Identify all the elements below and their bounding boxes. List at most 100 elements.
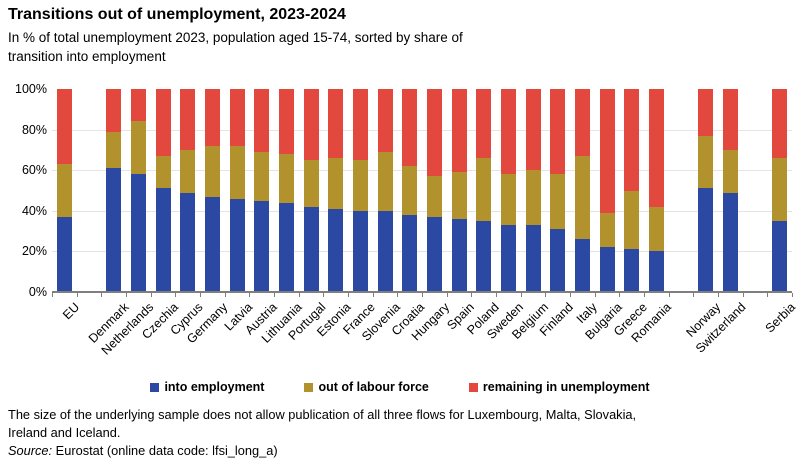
x-axis-tick: [348, 293, 349, 297]
bar-segment-portugal-remaining-in-unemployment: [303, 89, 319, 161]
bar-segment-netherlands-into-employment: [130, 174, 146, 292]
bar-segment-serbia-into-employment: [772, 220, 788, 292]
bar-segment-finland-out-of-labour-force: [550, 174, 566, 230]
bar-segment-serbia-out-of-labour-force: [772, 158, 788, 221]
bar-segment-lithuania-into-employment: [278, 202, 294, 292]
bar-segment-france-into-employment: [352, 210, 368, 292]
x-axis-tick: [742, 293, 744, 297]
x-axis-label-serbia: Serbia: [762, 300, 798, 336]
legend-label: out of labour force: [318, 380, 429, 394]
x-axis-tick: [668, 293, 670, 297]
x-axis-tick: [545, 293, 547, 297]
bar-segment-romania-remaining-in-unemployment: [648, 89, 664, 207]
legend-swatch-icon: [468, 382, 478, 392]
bar-segment-cyprus-out-of-labour-force: [180, 149, 196, 193]
chart-subtitle-line1: In % of total unemployment 2023, populat…: [8, 30, 463, 45]
x-axis-tick: [101, 293, 103, 297]
bar-segment-italy-out-of-labour-force: [574, 155, 590, 240]
bar-segment-belgium-out-of-labour-force: [525, 170, 541, 225]
legend-label: into employment: [164, 380, 265, 394]
x-axis-tick: [693, 293, 695, 297]
bar-segment-hungary-into-employment: [426, 216, 442, 292]
bar-segment-spain-remaining-in-unemployment: [451, 89, 467, 173]
y-axis-label-80: 80%: [21, 122, 47, 137]
bar-segment-serbia-remaining-in-unemployment: [772, 89, 788, 159]
y-axis-label-100: 100%: [15, 82, 47, 96]
x-axis-line: [52, 291, 792, 293]
bar-segment-finland-remaining-in-unemployment: [550, 89, 566, 175]
x-axis-tick: [126, 293, 127, 297]
legend-item-out-of-labour-force: out of labour force: [304, 380, 429, 394]
bar-segment-denmark-out-of-labour-force: [106, 131, 122, 169]
bar-segment-poland-remaining-in-unemployment: [476, 89, 492, 159]
x-axis-tick: [323, 293, 325, 297]
x-axis-tick: [619, 293, 621, 297]
footnote-line2: Ireland and Iceland.: [8, 425, 121, 440]
bar-segment-romania-into-employment: [648, 251, 664, 292]
bar-segment-austria-remaining-in-unemployment: [254, 89, 270, 152]
bar-segment-poland-into-employment: [476, 220, 492, 292]
bar-segment-denmark-into-employment: [106, 168, 122, 292]
bar-segment-croatia-remaining-in-unemployment: [402, 89, 418, 167]
x-axis-tick: [175, 293, 177, 297]
chart-title: Transitions out of unemployment, 2023-20…: [8, 6, 346, 23]
bar-segment-austria-out-of-labour-force: [254, 151, 270, 201]
bar-segment-romania-out-of-labour-force: [648, 206, 664, 252]
bar-segment-austria-into-employment: [254, 200, 270, 292]
bar-segment-hungary-out-of-labour-force: [426, 176, 442, 217]
bar-segment-cyprus-into-employment: [180, 192, 196, 292]
bar-segment-lithuania-out-of-labour-force: [278, 153, 294, 203]
bar-segment-sweden-out-of-labour-force: [500, 174, 516, 225]
bar-segment-germany-out-of-labour-force: [204, 145, 220, 197]
gridline-60: [52, 170, 792, 172]
bar-segment-denmark-remaining-in-unemployment: [106, 89, 122, 132]
x-axis-tick: [570, 293, 571, 297]
x-axis-tick: [76, 293, 78, 297]
x-axis-tick: [594, 293, 596, 297]
bar-segment-netherlands-out-of-labour-force: [130, 121, 146, 175]
bar-segment-czechia-into-employment: [155, 188, 171, 292]
bar-segment-eu-into-employment: [56, 216, 72, 292]
x-axis-tick: [52, 293, 53, 297]
bar-segment-latvia-out-of-labour-force: [229, 145, 245, 199]
bar-segment-netherlands-remaining-in-unemployment: [130, 89, 146, 122]
bar-segment-italy-remaining-in-unemployment: [574, 89, 590, 156]
bar-segment-croatia-out-of-labour-force: [402, 166, 418, 215]
bar-segment-finland-into-employment: [550, 229, 566, 292]
x-axis-tick: [767, 293, 769, 297]
bar-segment-czechia-remaining-in-unemployment: [155, 89, 171, 156]
bar-segment-portugal-out-of-labour-force: [303, 160, 319, 207]
x-axis-tick: [496, 293, 497, 297]
x-axis-tick: [397, 293, 399, 297]
bar-segment-norway-remaining-in-unemployment: [698, 89, 714, 136]
x-axis-label-eu: EU: [60, 300, 83, 323]
legend-swatch-icon: [304, 382, 314, 392]
bar-segment-germany-remaining-in-unemployment: [204, 89, 220, 146]
bar-segment-france-out-of-labour-force: [352, 160, 368, 211]
x-axis-tick: [792, 293, 793, 297]
y-axis-label-40: 40%: [21, 203, 47, 218]
x-axis-tick: [520, 293, 522, 297]
bar-segment-hungary-remaining-in-unemployment: [426, 89, 442, 177]
legend-item-into-employment: into employment: [150, 380, 264, 394]
y-axis-label-60: 60%: [21, 163, 47, 178]
bar-segment-poland-out-of-labour-force: [476, 158, 492, 221]
bar-segment-estonia-out-of-labour-force: [328, 158, 344, 209]
legend-swatch-icon: [150, 382, 160, 392]
legend-item-remaining-in-unemployment: remaining in unemployment: [468, 380, 650, 394]
x-axis-tick: [471, 293, 473, 297]
gridline-40: [52, 210, 792, 212]
footnote-line1: The size of the underlying sample does n…: [8, 407, 637, 422]
legend-label: remaining in unemployment: [482, 380, 650, 394]
chart-subtitle-line2: transition into employment: [8, 49, 166, 64]
bar-segment-switzerland-into-employment: [722, 192, 738, 292]
bar-segment-spain-out-of-labour-force: [451, 172, 467, 219]
x-axis-tick: [200, 293, 201, 297]
bar-segment-latvia-remaining-in-unemployment: [229, 89, 245, 146]
x-axis-tick: [372, 293, 374, 297]
y-axis-label-0: 0%: [28, 285, 47, 299]
x-axis-tick: [224, 293, 226, 297]
bar-segment-greece-out-of-labour-force: [624, 190, 640, 250]
bar-segment-cyprus-remaining-in-unemployment: [180, 89, 196, 150]
